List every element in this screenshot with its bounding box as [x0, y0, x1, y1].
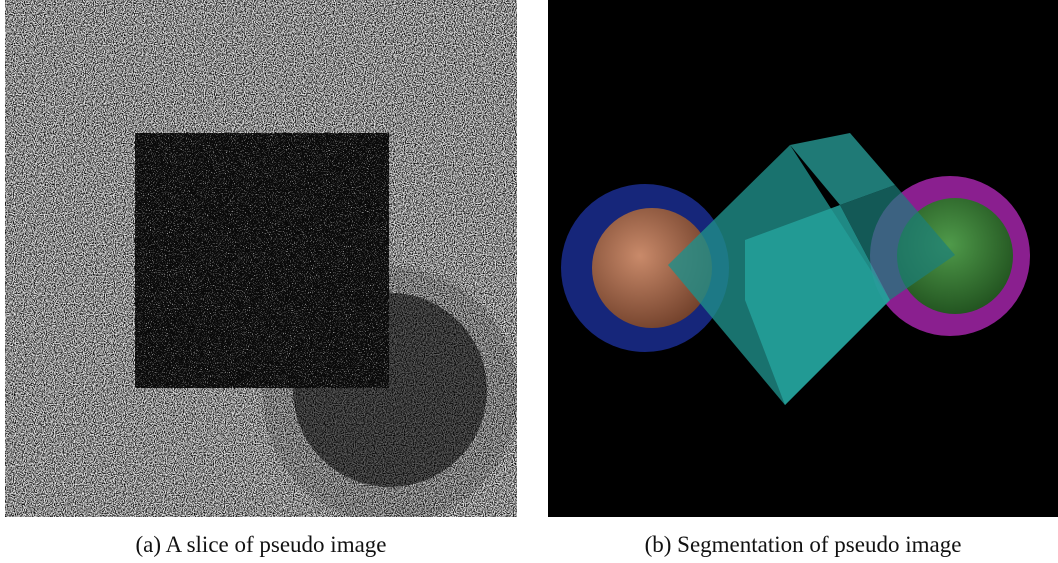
slice-image	[5, 0, 518, 523]
caption: (b) Segmentation of pseudo image	[645, 532, 962, 557]
figure: (a) A slice of pseudo image (b) Segmenta…	[0, 0, 1058, 563]
page: (a) A slice of pseudo image (b) Segmenta…	[0, 0, 1058, 563]
caption: (a) A slice of pseudo image	[135, 532, 386, 557]
segmentation-image	[548, 0, 1058, 517]
